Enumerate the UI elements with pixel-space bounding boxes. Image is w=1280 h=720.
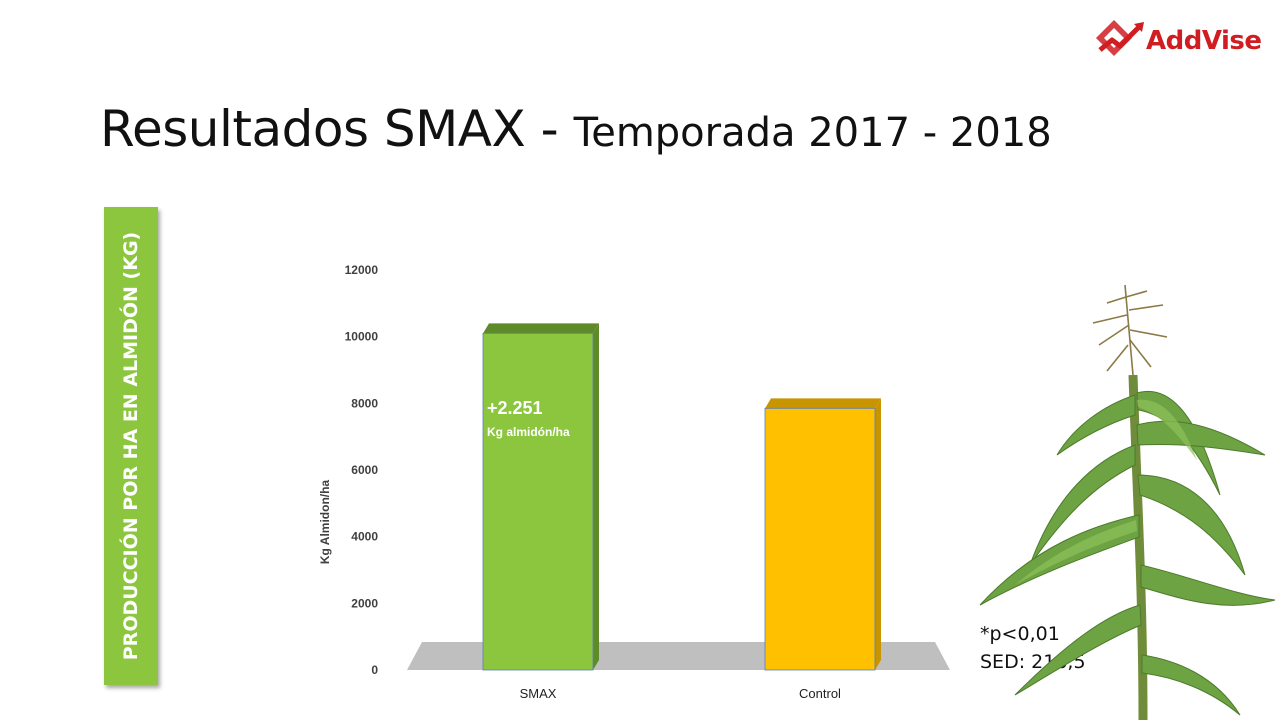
significance-note: *p<0,01 [980,623,1060,645]
y-tick-label: 10000 [345,330,379,344]
brand-logo[interactable]: AddVise [1090,16,1262,66]
x-tick-label: SMAX [520,686,557,701]
page-title-main: Resultados SMAX - [100,100,574,158]
addvise-logo-icon [1096,20,1144,56]
y-tick-label: 2000 [351,596,378,610]
y-tick-label: 12000 [345,263,379,277]
x-tick-label: Control [799,686,841,701]
difference-value-label: +2.251 [487,398,543,418]
bar-side-face [875,398,881,670]
bar-top-face [765,398,881,409]
y-tick-label: 0 [371,663,378,677]
bar [482,332,594,671]
y-tick-label: 4000 [351,530,378,544]
y-tick-label: 6000 [351,463,378,477]
bar-chart: Kg Almidon/ha 0 2000 4000 6000 8000 10000 1200… [318,263,950,701]
bar-top-face [483,323,599,334]
page-title: Resultados SMAX - Temporada 2017 - 2018 [100,100,1052,158]
bar [764,407,876,671]
y-tick-label: 8000 [351,396,378,410]
page-title-season: Temporada 2017 - 2018 [573,110,1052,156]
brand-name: AddVise [1146,26,1262,56]
side-label-banner: PRODUCCIÓN POR HA EN ALMIDÓN (KG) [104,207,158,685]
side-label-text: PRODUCCIÓN POR HA EN ALMIDÓN (KG) [120,231,142,661]
y-axis-label: Kg Almidon/ha [318,480,332,565]
bar-side-face [593,323,599,670]
corn-plant-icon [979,284,1276,720]
difference-unit-label: Kg almidón/ha [487,425,570,439]
